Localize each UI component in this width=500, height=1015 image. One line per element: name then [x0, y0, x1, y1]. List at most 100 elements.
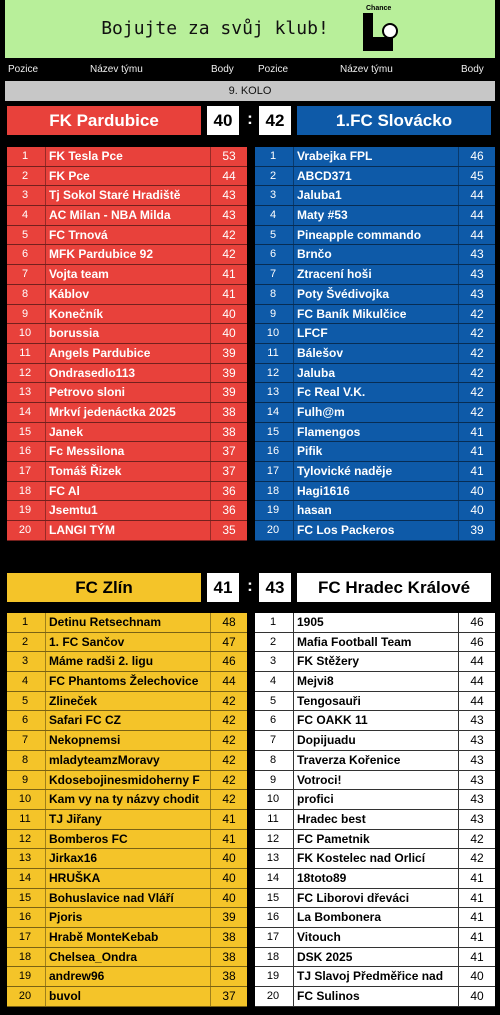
row-points: 42: [222, 792, 236, 807]
table-row: 2 ABCD371 45: [255, 166, 495, 187]
row-team-name: Angels Pardubice: [49, 345, 151, 360]
row-position: 6: [21, 248, 29, 261]
header-name: Název týmu: [340, 64, 393, 75]
row-points: 40: [470, 989, 484, 1004]
row-position: 16: [266, 445, 280, 458]
home-score: 41: [205, 571, 241, 604]
table-row: 13 Fc Real V.K. 42: [255, 383, 495, 403]
table-row: 5 Tengosauři 44: [255, 691, 495, 712]
row-points: 44: [470, 693, 484, 708]
table-row: 3 Máme radši 2. ligu 46: [7, 652, 247, 673]
row-team-name: Máme radši 2. ligu: [49, 654, 154, 669]
row-points: 41: [470, 870, 484, 885]
row-team-name: Jaluba1: [297, 188, 342, 203]
table-row: 10 Kam vy na ty názvy chodit 42: [7, 790, 247, 810]
table-row: 16 La Bombonera 41: [255, 908, 495, 928]
header-left: Pozice Název týmu Body: [0, 61, 250, 79]
row-position: 9: [21, 773, 29, 786]
table-row: 13 Petrovo sloni 39: [7, 383, 247, 403]
table-row: 17 Vitouch 41: [255, 928, 495, 948]
row-team-name: Káblov: [49, 286, 90, 301]
table-row: 19 andrew96 38: [7, 967, 247, 988]
row-position: 8: [21, 753, 29, 766]
row-position: 18: [266, 484, 280, 497]
row-team-name: Kdosebojinesmidoherny F: [49, 772, 200, 787]
row-points: 37: [222, 464, 236, 478]
table-row: 9 FC Baník Mikulčice 42: [255, 304, 495, 325]
score-separator: :: [247, 576, 253, 595]
row-team-name: Mrkví jedenáctka 2025: [49, 404, 176, 419]
table-row: 3 FK Stěžery 44: [255, 652, 495, 673]
table-row: 2 FK Pce 44: [7, 166, 247, 187]
row-points: 42: [470, 404, 484, 419]
row-team-name: FC Los Packeros: [297, 523, 395, 538]
row-team-name: Dopijuadu: [297, 733, 356, 748]
row-position: 13: [266, 852, 280, 865]
row-team-name: Tomáš Řizek: [49, 464, 122, 478]
row-team-name: Maty #53: [297, 208, 348, 223]
row-team-name: Votroci!: [297, 772, 342, 787]
table-row: 17 Hrabě MonteKebab 38: [7, 928, 247, 948]
table-row: 9 Kdosebojinesmidoherny F 42: [7, 770, 247, 791]
table-row: 3 Jaluba1 44: [255, 186, 495, 207]
header-right: Pozice Název týmu Body: [250, 61, 500, 79]
row-team-name: borussia: [49, 326, 100, 341]
row-points: 47: [222, 634, 236, 649]
row-points: 44: [222, 168, 236, 183]
row-position: 2: [21, 635, 29, 648]
row-position: 11: [19, 812, 31, 825]
row-points: 43: [222, 188, 236, 203]
row-points: 41: [470, 949, 484, 964]
row-points: 38: [222, 424, 236, 439]
row-team-name: Bohuslavice nad Vláří: [49, 890, 174, 905]
table-row: 7 Vojta team 41: [7, 265, 247, 285]
row-team-name: Jirkax16: [49, 851, 98, 866]
row-points: 42: [222, 733, 236, 748]
row-points: 42: [222, 693, 236, 708]
table-row: 6 Safari FC CZ 42: [7, 711, 247, 732]
header-pts: Body: [461, 64, 484, 75]
table-row: 15 Bohuslavice nad Vláří 40: [7, 888, 247, 909]
table-row: 1 Detinu Retsechnam 48: [7, 613, 247, 633]
home-roster-table: 1 Detinu Retsechnam 48 2 1. FC Sančov 47 3 Máme…: [7, 613, 247, 1007]
row-points: 36: [222, 483, 236, 498]
row-points: 43: [470, 792, 484, 807]
row-position: 16: [18, 445, 32, 458]
table-row: 5 Pineapple commando 44: [255, 225, 495, 246]
row-team-name: Flamengos: [297, 424, 361, 439]
row-team-name: Mafia Football Team: [297, 634, 412, 649]
row-points: 41: [470, 890, 484, 905]
row-team-name: Nekopnemsi: [49, 733, 121, 748]
table-row: 18 FC Al 36: [7, 481, 247, 502]
row-team-name: ABCD371: [297, 168, 352, 183]
row-position: 1: [269, 150, 277, 162]
row-points: 38: [222, 930, 236, 944]
table-row: 16 Pifik 41: [255, 442, 495, 462]
away-roster-table: 1 Vrabejka FPL 46 2 ABCD371 45 3 Jaluba1 44 4 Maty…: [255, 147, 495, 541]
row-points: 40: [222, 890, 236, 905]
table-row: 14 18toto89 41: [255, 868, 495, 889]
row-position: 17: [266, 465, 280, 477]
row-position: 1: [21, 616, 29, 628]
header-pos: Pozice: [258, 64, 289, 75]
row-position: 12: [18, 832, 32, 845]
row-points: 41: [470, 424, 484, 439]
row-position: 20: [266, 990, 280, 1003]
row-points: 37: [222, 444, 236, 459]
row-position: 19: [266, 970, 280, 983]
row-points: 41: [222, 286, 236, 301]
score-separator: :: [247, 109, 253, 128]
row-position: 12: [18, 366, 32, 379]
row-team-name: Detinu Retsechnam: [49, 615, 162, 629]
row-team-name: Vitouch: [297, 930, 341, 944]
row-position: 15: [266, 891, 280, 904]
row-position: 19: [18, 970, 32, 983]
table-row: 9 Konečník 40: [7, 304, 247, 325]
table-row: 19 TJ Slavoj Předměřice nad 40: [255, 967, 495, 988]
row-team-name: buvol: [49, 989, 81, 1004]
row-team-name: Tengosauři: [297, 693, 361, 708]
row-team-name: MFK Pardubice 92: [49, 247, 154, 262]
row-position: 18: [18, 484, 32, 497]
row-team-name: FC OAKK 11: [297, 713, 368, 728]
row-team-name: Jsemtu1: [49, 503, 98, 518]
